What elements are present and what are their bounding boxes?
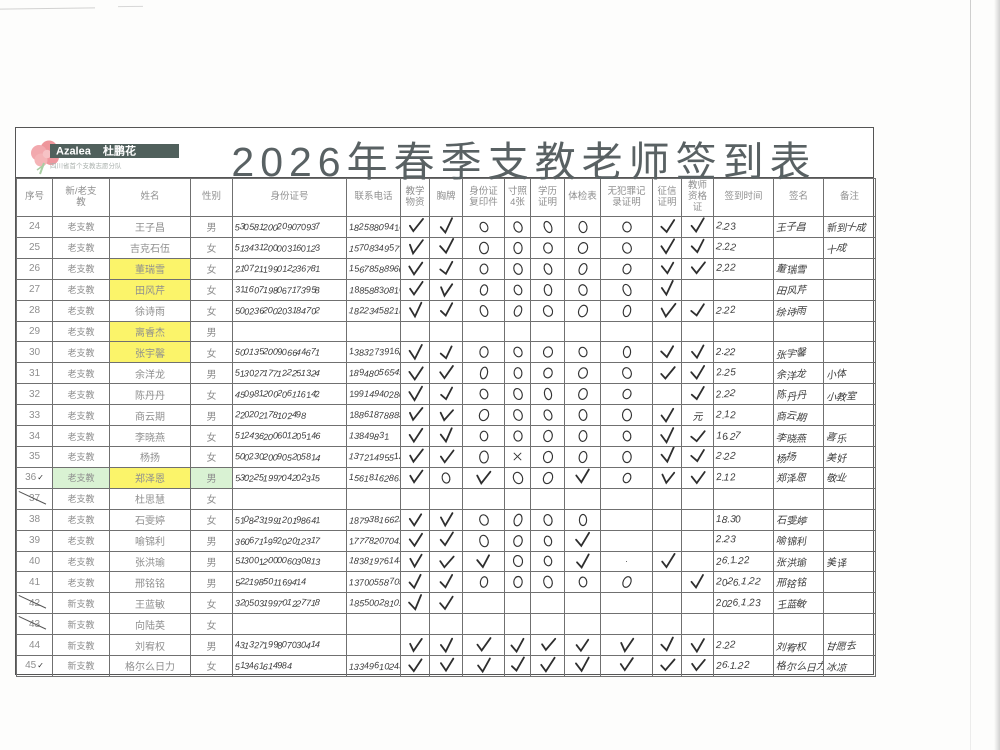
svg-text:Azalea: Azalea [56, 146, 92, 158]
svg-text:四川省首个支教志愿分队: 四川省首个支教志愿分队 [50, 161, 122, 170]
svg-text:杜鹏花: 杜鹏花 [103, 144, 136, 158]
